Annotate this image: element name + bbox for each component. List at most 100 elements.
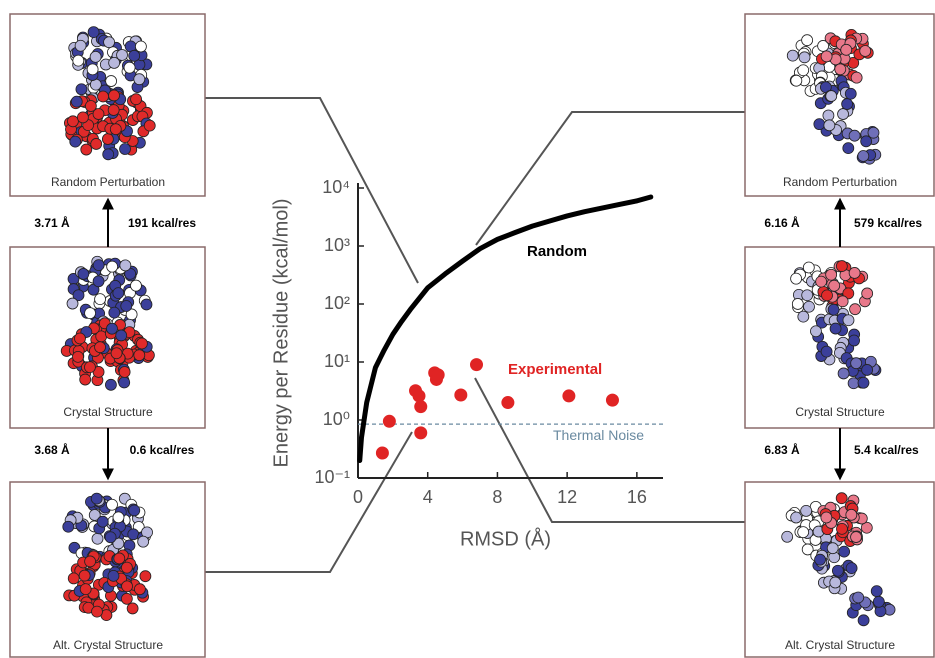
atom [849,267,860,278]
atom [846,563,857,574]
atom [799,52,810,63]
series-label: Random [527,243,587,260]
atom [860,45,871,56]
point [562,389,575,402]
atom [84,362,95,373]
atom [97,516,108,527]
y-tick-label: 10⁴ [322,177,350,197]
atom [75,40,86,51]
atom [80,374,91,385]
atom [116,330,127,341]
panel-label: Random Perturbation [51,175,165,189]
panel-box [745,247,934,428]
atom [76,84,87,95]
atom [73,55,84,66]
atom [79,570,90,581]
panel-label: Alt. Crystal Structure [785,638,895,652]
atom [839,546,850,557]
atom [104,37,115,48]
atom [113,288,124,299]
point [501,396,514,409]
atom [836,523,847,534]
atom [90,51,101,62]
atom [95,342,106,353]
atom [821,346,832,357]
atom [121,300,132,311]
atom [843,143,854,154]
atom [858,151,869,162]
atom [134,74,145,85]
atom [862,288,873,299]
atom [98,91,109,102]
atom [109,307,120,318]
x-tick-label: 4 [423,487,433,507]
atom [109,57,120,68]
atom [107,499,118,510]
atom [821,51,832,62]
atom [858,377,869,388]
chart: 10⁻¹10⁰10¹10²10³10⁴0481216RMSD (Å)Energy… [270,177,663,551]
series-label: Experimental [508,361,602,378]
atom [102,134,113,145]
atom [85,101,96,112]
atom [832,565,843,576]
atom [120,260,131,271]
atom [861,136,872,147]
atom [63,521,74,532]
atom [92,533,103,544]
atom [119,366,130,377]
atom [91,493,102,504]
atom [787,50,798,61]
atom [843,315,854,326]
atom [105,379,116,390]
atom [144,120,155,131]
atom [114,553,125,564]
y-tick-label: 10⁻¹ [314,467,350,487]
atom [802,35,813,46]
atom [71,96,82,107]
x-tick-label: 8 [492,487,502,507]
atom [848,378,859,389]
atom [81,144,92,155]
atom [93,260,104,271]
atom [849,130,860,141]
atom [107,261,118,272]
atom [841,44,852,55]
point [432,368,445,381]
rmsd-label: 6.16 Å [764,215,800,230]
atom [838,109,849,120]
atom [782,531,793,542]
atom [838,368,849,379]
atom [119,377,130,388]
atom [801,505,812,516]
arrows [108,200,840,478]
atom [836,261,847,272]
atom [120,144,131,155]
energy-label: 191 kcal/res [128,216,196,230]
atom [830,577,841,588]
atom [91,138,102,149]
atom [74,333,85,344]
atom [829,280,840,291]
atom [129,50,140,61]
atom [121,593,132,604]
y-tick-label: 10² [324,293,350,313]
connector [476,112,745,245]
atom [791,75,802,86]
atom [842,99,853,110]
atom [93,276,104,287]
atom [810,326,821,337]
x-tick-label: 12 [557,487,577,507]
atom [803,262,814,273]
atom [127,603,138,614]
y-axis-label: Energy per Residue (kcal/mol) [270,199,292,468]
y-tick-label: 10³ [324,235,350,255]
atom [121,562,132,573]
atom [826,269,837,280]
atom [110,124,121,135]
atom [798,311,809,322]
atom [135,41,146,52]
thermal-noise-label: Thermal Noise [553,427,644,443]
atom [824,120,835,131]
atom [138,536,149,547]
